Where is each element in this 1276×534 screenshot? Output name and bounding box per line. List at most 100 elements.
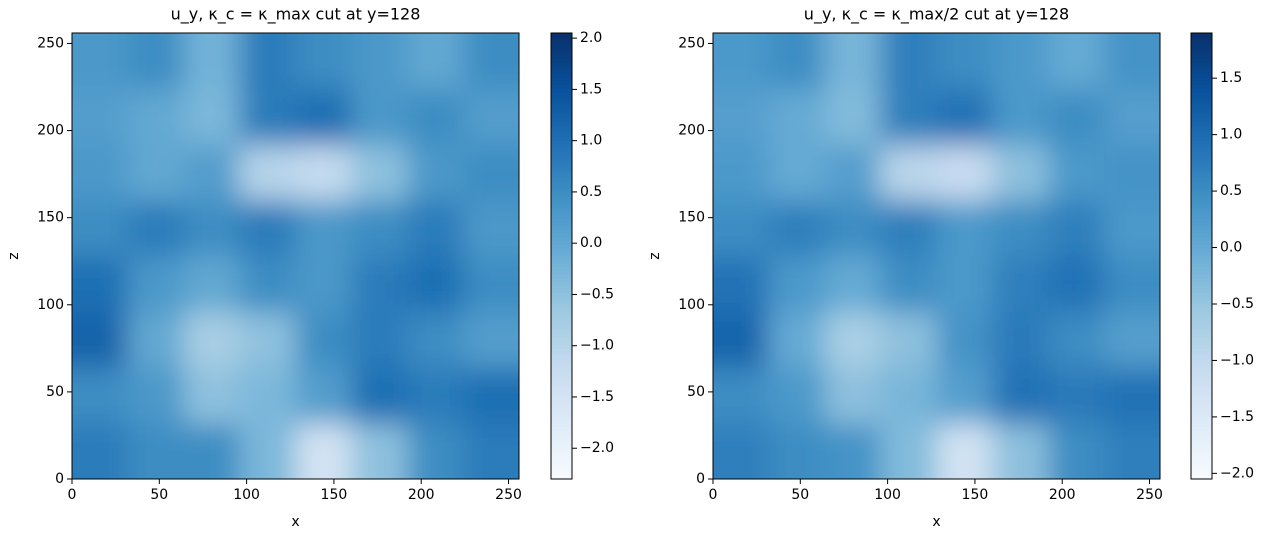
colorbar-swatch bbox=[1191, 256, 1212, 261]
heat-cell bbox=[1104, 144, 1160, 201]
colorbar-swatch bbox=[551, 341, 572, 346]
heat-cell bbox=[880, 144, 937, 201]
heat-cell bbox=[1048, 423, 1105, 479]
colorbar-swatch bbox=[551, 174, 572, 179]
colorbar-swatch bbox=[551, 211, 572, 216]
heat-cell bbox=[824, 256, 882, 313]
colorbar-swatch bbox=[1191, 289, 1212, 294]
y-axis-label: z bbox=[6, 252, 22, 259]
colorbar-swatch bbox=[551, 330, 572, 335]
colorbar-swatch bbox=[551, 73, 572, 79]
heat-cell bbox=[992, 88, 1049, 145]
colorbar-swatch bbox=[1191, 475, 1212, 480]
heat-cell bbox=[127, 200, 185, 257]
colorbar-swatch bbox=[1191, 471, 1212, 476]
heat-cell bbox=[351, 367, 408, 424]
heat-cell bbox=[936, 33, 993, 90]
heat-cell bbox=[72, 200, 129, 257]
colorbar-tick-label: −1.5 bbox=[1220, 409, 1254, 425]
colorbar-swatch bbox=[551, 356, 572, 361]
colorbar-frame bbox=[1190, 32, 1213, 480]
colorbar-swatch bbox=[551, 111, 572, 116]
heat-cell bbox=[72, 256, 129, 313]
heat-cell bbox=[127, 256, 185, 313]
heat-cell bbox=[880, 88, 937, 145]
colorbar-swatch bbox=[1191, 386, 1212, 391]
chart-title: u_y, κ_c = κ_max/2 cut at y=128 bbox=[804, 5, 1069, 25]
x-tick-label: 150 bbox=[321, 487, 348, 503]
chart-title: u_y, κ_c = κ_max cut at y=128 bbox=[171, 5, 421, 25]
colorbar-swatch bbox=[1191, 159, 1212, 164]
colorbar-swatch bbox=[1191, 211, 1212, 216]
x-tick-label: 100 bbox=[874, 487, 901, 503]
heat-cell bbox=[880, 200, 937, 257]
x-tick-label: 100 bbox=[233, 487, 260, 503]
colorbar-tick-label: −2.0 bbox=[1220, 465, 1254, 481]
colorbar-swatch bbox=[1191, 393, 1212, 398]
heatmap-cells bbox=[713, 33, 1160, 479]
heat-cell bbox=[768, 256, 826, 313]
heat-cell bbox=[768, 367, 826, 424]
colorbar-tick-label: 1.0 bbox=[1220, 127, 1242, 143]
colorbar-swatch bbox=[1191, 203, 1212, 209]
colorbar-swatch bbox=[1191, 438, 1212, 443]
colorbar-swatch bbox=[1191, 345, 1212, 350]
heat-cell bbox=[295, 256, 352, 313]
heat-cell bbox=[183, 311, 241, 368]
heat-cell bbox=[768, 144, 826, 201]
colorbar-swatch bbox=[551, 33, 572, 38]
colorbar-swatch bbox=[1191, 382, 1212, 387]
heat-cell bbox=[351, 200, 408, 257]
colorbar-swatch bbox=[551, 445, 572, 450]
colorbar-swatch bbox=[1191, 47, 1212, 53]
heat-cell bbox=[463, 423, 519, 479]
colorbar-swatch bbox=[551, 166, 572, 172]
colorbar-swatch bbox=[551, 319, 572, 324]
colorbar-swatch bbox=[551, 159, 572, 164]
heat-cell bbox=[351, 256, 408, 313]
heat-cell bbox=[824, 311, 882, 368]
heat-cell bbox=[824, 33, 882, 90]
heatmap bbox=[713, 33, 1160, 479]
heat-cell bbox=[407, 256, 464, 313]
colorbar-swatch bbox=[551, 252, 572, 257]
x-tick-label: 50 bbox=[150, 487, 168, 503]
colorbar-swatch bbox=[1191, 36, 1212, 42]
colorbar-swatch bbox=[1191, 111, 1212, 116]
colorbar-swatch bbox=[1191, 174, 1212, 179]
colorbar-swatch bbox=[551, 423, 572, 428]
colorbar-swatch bbox=[1191, 282, 1212, 287]
colorbar-swatch bbox=[1191, 445, 1212, 450]
heat-cell bbox=[824, 200, 882, 257]
heat-cell bbox=[713, 33, 770, 90]
colorbar-tick-label: 0.5 bbox=[1220, 183, 1242, 199]
colorbar-swatch bbox=[1191, 415, 1212, 421]
colorbar-swatch bbox=[551, 315, 572, 320]
heat-cell bbox=[992, 33, 1049, 90]
colorbar-swatch bbox=[551, 99, 572, 105]
heat-cell bbox=[351, 423, 408, 479]
colorbar-swatch bbox=[551, 170, 572, 175]
colorbar-swatch bbox=[1191, 374, 1212, 380]
colorbar-swatch bbox=[551, 237, 572, 242]
colorbar-swatch bbox=[551, 430, 572, 435]
colorbar-swatch bbox=[551, 363, 572, 369]
heat-cell bbox=[407, 144, 464, 201]
heat-cell bbox=[183, 88, 241, 145]
heat-cell bbox=[407, 33, 464, 90]
colorbar-tick-label: −0.5 bbox=[580, 286, 614, 302]
colorbar-swatch bbox=[1191, 404, 1212, 409]
colorbar-swatch bbox=[1191, 44, 1212, 49]
colorbar-tick-label: 0.0 bbox=[1220, 240, 1242, 256]
colorbar-swatch bbox=[1191, 151, 1212, 157]
x-tick-label: 50 bbox=[791, 487, 809, 503]
heat-cell bbox=[463, 88, 519, 145]
colorbar-swatch bbox=[551, 337, 572, 343]
colorbar-swatch bbox=[551, 215, 572, 220]
colorbar-swatch bbox=[1191, 81, 1212, 86]
heat-cell bbox=[1048, 33, 1105, 90]
heat-cell bbox=[992, 367, 1049, 424]
heat-cell bbox=[239, 423, 296, 479]
colorbar-swatch bbox=[551, 304, 572, 309]
colorbar-swatch bbox=[1191, 129, 1212, 134]
